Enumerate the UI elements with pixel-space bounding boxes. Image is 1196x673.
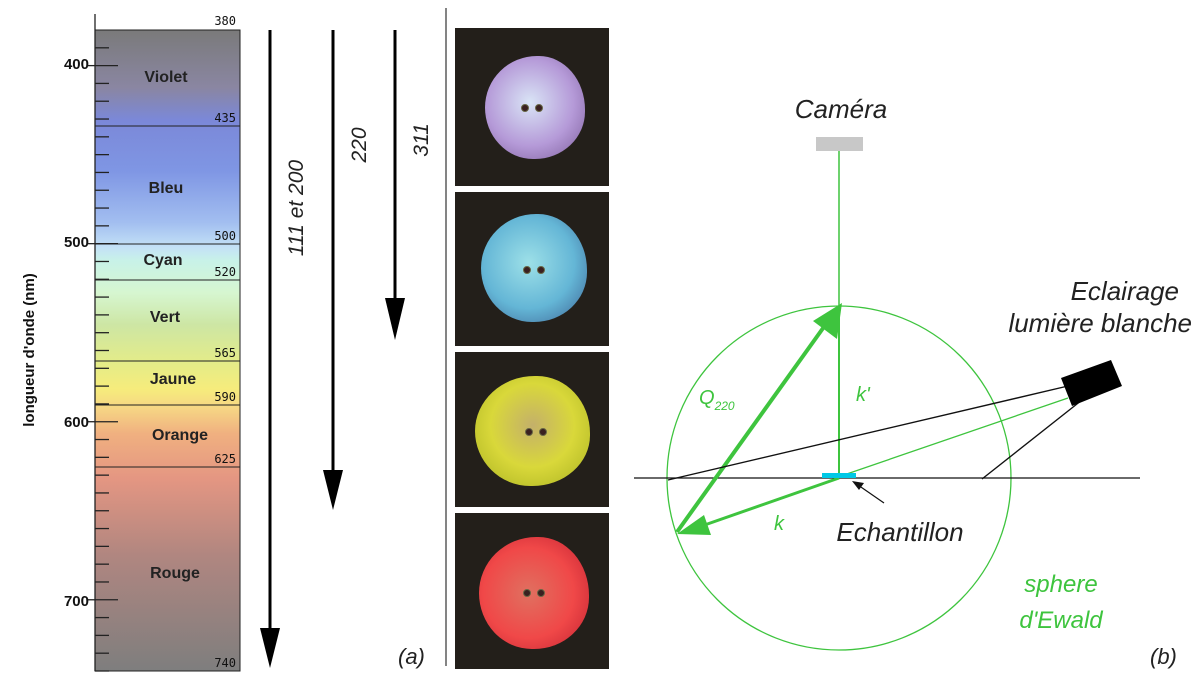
camera-body <box>816 137 863 151</box>
band-name-bleu: Bleu <box>149 180 184 197</box>
q220-label: Q220 <box>699 387 735 413</box>
ewald-label-line2: d'Ewald <box>1019 607 1103 634</box>
reflection-arrow-111-200 <box>260 30 280 668</box>
q220-arrowhead <box>813 303 842 339</box>
band-name-violet: Violet <box>144 69 188 86</box>
reflection-arrow-220 <box>323 30 343 510</box>
boundary-label-565: 565 <box>214 346 236 360</box>
band-name-rouge: Rouge <box>150 565 200 582</box>
boundary-label-380: 380 <box>214 14 236 28</box>
illumination-beam-center <box>837 397 1069 478</box>
reflection-arrow-311 <box>385 30 405 340</box>
lamp-icon <box>1061 360 1122 406</box>
violet-sample-photo <box>455 28 609 186</box>
arrow-label-311: 311 <box>410 123 433 156</box>
blue-sample-photo <box>455 192 609 346</box>
panel-b-tag: (b) <box>1150 644 1177 669</box>
red-sample-photo <box>455 513 609 669</box>
k-prime-label: k' <box>856 384 871 406</box>
band-name-jaune: Jaune <box>150 371 196 388</box>
k-vector <box>695 476 840 530</box>
q-subscript: 220 <box>714 399 735 413</box>
illumination-beam-lower <box>981 399 1083 480</box>
ewald-diagram <box>634 137 1140 651</box>
band-names: Violet Bleu Cyan Vert Jaune Orange Rouge <box>143 69 208 582</box>
sample-marker <box>822 473 856 478</box>
q220-vector <box>675 322 828 534</box>
boundary-label-590: 590 <box>214 390 236 404</box>
tick-label-400: 400 <box>64 56 89 73</box>
illumination-label-line1: Eclairage <box>1071 276 1179 306</box>
yellow-sample-photo <box>455 352 609 507</box>
panel-a-tag: (a) <box>398 644 425 669</box>
wavelength-axis-label: longueur d'onde (nm) <box>21 273 38 427</box>
boundary-label-740: 740 <box>214 656 236 670</box>
wavelength-axis <box>87 14 118 672</box>
tick-label-500: 500 <box>64 234 89 251</box>
spectrum-bar <box>94 29 241 672</box>
major-tick-labels: 400 500 600 700 <box>64 56 89 610</box>
sample-pointer-head <box>852 481 864 490</box>
band-name-orange: Orange <box>152 427 208 444</box>
arrow-label-220: 220 <box>348 127 371 163</box>
sample-pointer-line <box>857 484 885 504</box>
illumination-beam-upper <box>667 385 1069 481</box>
band-name-cyan: Cyan <box>143 252 182 269</box>
boundary-label-435: 435 <box>214 111 236 125</box>
ewald-label-line1: sphere <box>1024 571 1097 598</box>
sample-label: Echantillon <box>836 517 963 547</box>
k-arrowhead <box>677 515 711 535</box>
arrow-label-111-200: 111 et 200 <box>285 160 308 256</box>
boundary-label-500: 500 <box>214 229 236 243</box>
illumination-label-line2: lumière blanche <box>1008 308 1192 338</box>
band-boundary-labels: 380 435 500 520 565 590 625 740 <box>214 14 236 670</box>
k-label: k <box>774 513 785 535</box>
tick-label-700: 700 <box>64 593 89 610</box>
band-name-vert: Vert <box>150 309 181 326</box>
boundary-label-520: 520 <box>214 265 236 279</box>
boundary-label-625: 625 <box>214 452 236 466</box>
tick-label-600: 600 <box>64 414 89 431</box>
camera-label: Caméra <box>795 94 887 124</box>
q-label: Q <box>699 387 715 409</box>
